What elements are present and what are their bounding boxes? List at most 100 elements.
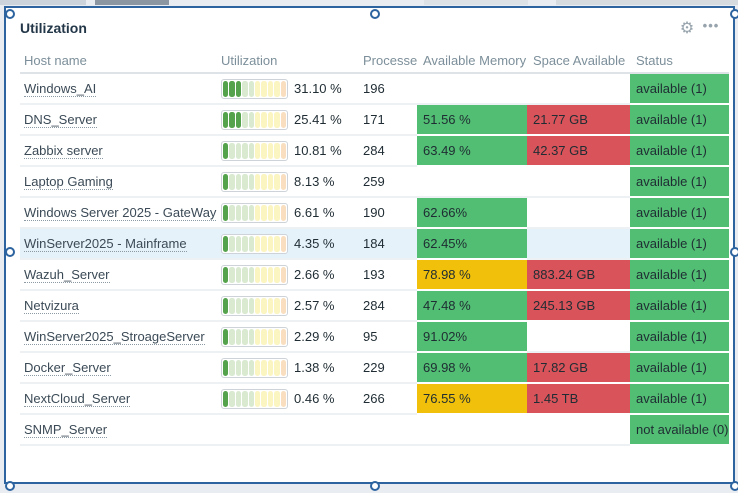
space-available-cell: 17.82 GB (527, 353, 630, 384)
bar-segment-empty (235, 142, 242, 159)
host-link[interactable]: Netvizura (24, 297, 79, 314)
status-cell: available (1) (630, 198, 729, 229)
bar-segment-empty (229, 390, 235, 407)
utilization-bar (221, 357, 288, 378)
host-link[interactable]: Windows Server 2025 - GateWay (24, 204, 217, 221)
utilization-bar (221, 109, 288, 130)
table-row: Windows_AI 31.10 % 196 available (1) (20, 74, 729, 105)
bar-segment-empty (242, 328, 248, 345)
bar-segment-empty (261, 297, 267, 314)
ellipsis-menu-icon[interactable]: ••• (702, 17, 720, 33)
resize-handle-bottom-right[interactable] (730, 481, 738, 491)
bar-segment-empty (274, 359, 280, 376)
resize-handle-bottom-left[interactable] (5, 481, 15, 491)
bar-segment-filled (223, 266, 229, 283)
utilization-percent: 0.46 % (294, 384, 353, 415)
column-header-utilization: Utilization (221, 52, 278, 68)
host-link[interactable]: Docker_Server (24, 359, 111, 376)
bar-segment-empty (267, 390, 274, 407)
bar-segment-empty (274, 173, 280, 190)
available-memory-cell: 62.45% (417, 229, 527, 260)
bar-segment-empty (235, 204, 242, 221)
resize-handle-top-middle[interactable] (370, 9, 380, 19)
bar-segment-empty (255, 204, 261, 221)
host-link[interactable]: WinServer2025 - Mainframe (24, 235, 187, 252)
bar-segment-empty (229, 204, 235, 221)
utilization-percent: 4.35 % (294, 229, 353, 260)
column-header-available-memory: Available Memory (423, 52, 527, 68)
bar-segment-empty (280, 111, 287, 128)
host-link[interactable]: NextCloud_Server (24, 390, 131, 407)
adjacent-widget-fragment (556, 0, 738, 5)
resize-handle-top-left[interactable] (5, 9, 15, 19)
host-link[interactable]: WinServer2025_StroageServer (24, 328, 205, 345)
resize-handle-middle-left[interactable] (5, 247, 15, 257)
table-row: Docker_Server 1.38 % 229 69.98 % 17.82 G… (20, 353, 729, 384)
host-link[interactable]: DNS_Server (24, 111, 97, 128)
host-link[interactable]: Windows_AI (24, 80, 97, 97)
utilization-widget[interactable]: Utilization ⚙ ••• Host name Utilization … (4, 6, 738, 491)
bar-segment-empty (248, 111, 255, 128)
utilization-percent: 10.81 % (294, 136, 353, 167)
utilization-percent: 6.61 % (294, 198, 353, 229)
bar-segment-empty (242, 297, 248, 314)
bar-segment-empty (280, 266, 287, 283)
bar-segment-empty (274, 111, 280, 128)
table-row: NextCloud_Server 0.46 % 266 76.55 % 1.45… (20, 384, 729, 415)
bar-segment-empty (267, 173, 274, 190)
bar-segment-empty (280, 390, 287, 407)
host-link[interactable]: Wazuh_Server (24, 266, 110, 283)
host-link[interactable]: SNMP_Server (24, 421, 108, 438)
bar-segment-filled (223, 359, 229, 376)
bar-segment-empty (267, 235, 274, 252)
table-row: Zabbix server 10.81 % 284 63.49 % 42.37 … (20, 136, 729, 167)
bar-segment-filled (223, 297, 229, 314)
bar-segment-empty (280, 297, 287, 314)
host-link[interactable]: Laptop Gaming (24, 173, 113, 190)
bar-segment-empty (248, 359, 255, 376)
resize-handle-top-right[interactable] (730, 9, 738, 19)
column-header-space-available: Space Available (533, 52, 626, 68)
processes-value: 171 (353, 105, 417, 136)
bar-segment-empty (261, 173, 267, 190)
resize-handle-bottom-middle[interactable] (370, 481, 380, 491)
bar-segment-empty (274, 328, 280, 345)
space-available-cell (527, 322, 630, 353)
widget-header: Utilization ⚙ ••• (6, 8, 733, 48)
table-row: Laptop Gaming 8.13 % 259 available (1) (20, 167, 729, 198)
bar-segment-empty (255, 390, 261, 407)
utilization-percent: 25.41 % (294, 105, 353, 136)
bar-segment-filled (229, 80, 235, 97)
bar-segment-empty (235, 328, 242, 345)
bar-segment-filled (235, 80, 242, 97)
bar-segment-empty (242, 235, 248, 252)
bar-segment-empty (248, 297, 255, 314)
space-available-cell: 1.45 TB (527, 384, 630, 415)
bar-segment-empty (280, 142, 287, 159)
gear-icon[interactable]: ⚙ (679, 18, 695, 37)
bar-segment-empty (267, 297, 274, 314)
bar-segment-empty (255, 111, 261, 128)
resize-handle-middle-right[interactable] (730, 247, 738, 257)
bar-segment-empty (261, 142, 267, 159)
host-link[interactable]: Zabbix server (24, 142, 103, 159)
status-cell: not available (0) (630, 415, 729, 446)
available-memory-cell (417, 167, 527, 198)
bar-segment-empty (261, 328, 267, 345)
utilization-percent: 2.66 % (294, 260, 353, 291)
bar-segment-empty (274, 80, 280, 97)
bar-segment-empty (255, 328, 261, 345)
table-row: Wazuh_Server 2.66 % 193 78.98 % 883.24 G… (20, 260, 729, 291)
bar-segment-empty (261, 111, 267, 128)
bar-segment-empty (248, 266, 255, 283)
space-available-cell: 883.24 GB (527, 260, 630, 291)
bar-segment-empty (261, 390, 267, 407)
table-row: DNS_Server 25.41 % 171 51.56 % 21.77 GB … (20, 105, 729, 136)
utilization-percent: 1.38 % (294, 353, 353, 384)
processes-value (353, 415, 417, 446)
space-available-cell (527, 198, 630, 229)
bar-segment-empty (242, 390, 248, 407)
bar-segment-empty (267, 359, 274, 376)
processes-value: 193 (353, 260, 417, 291)
available-memory-cell: 76.55 % (417, 384, 527, 415)
